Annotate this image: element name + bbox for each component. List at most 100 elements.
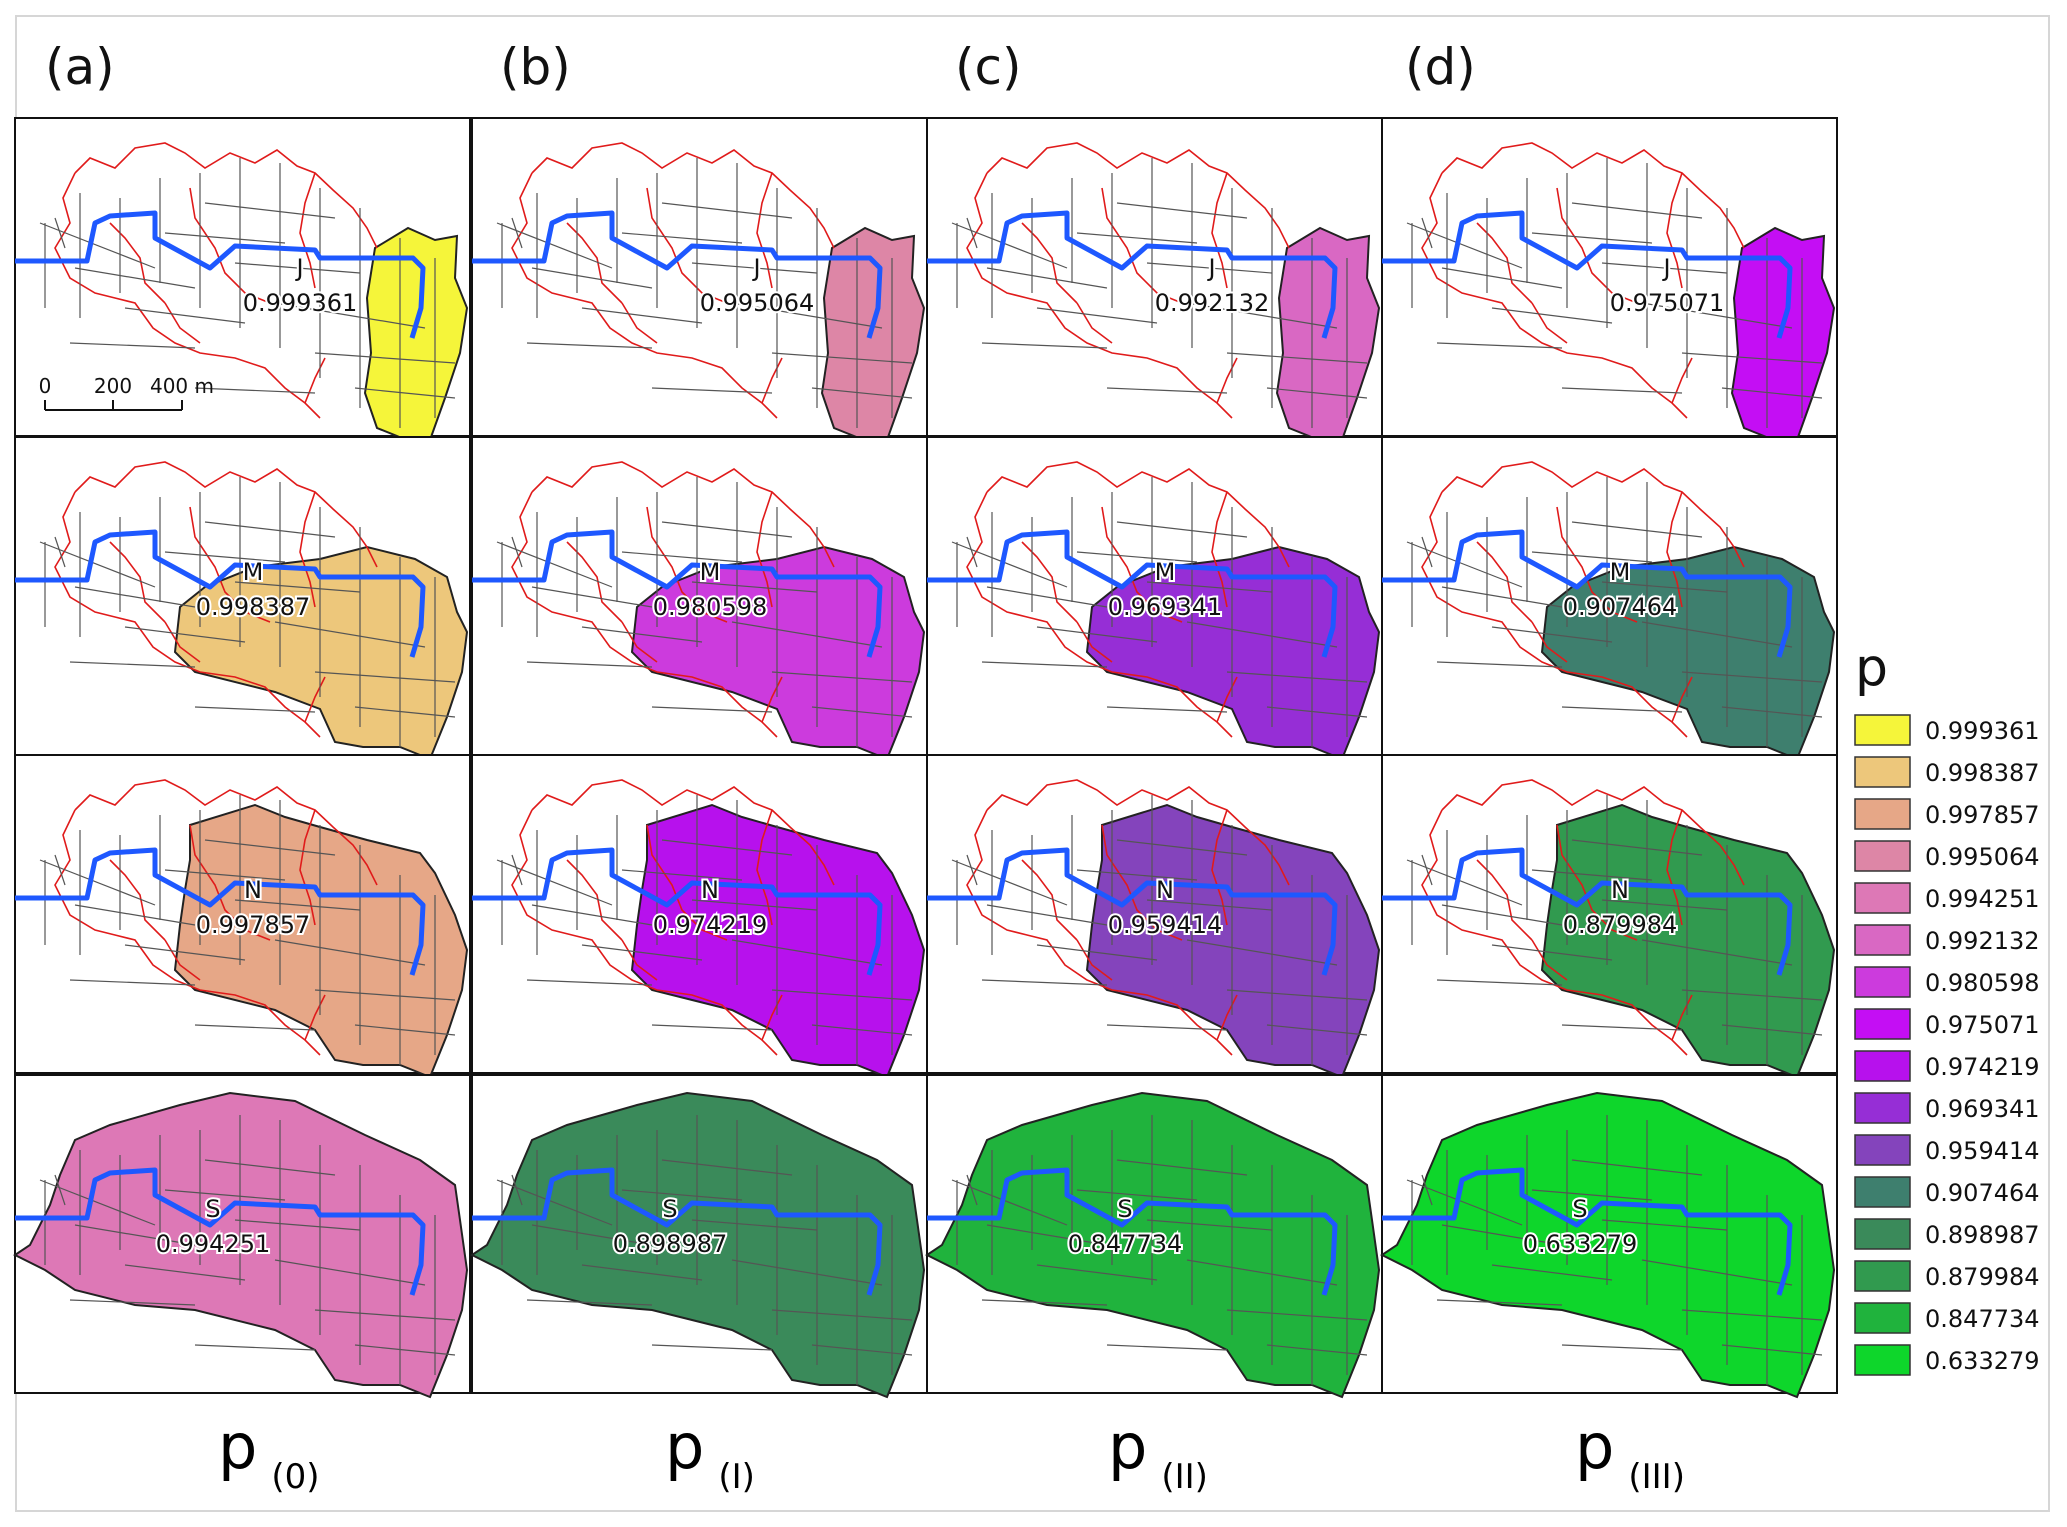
- panel-content: J 0.999361: [15, 142, 469, 441]
- network-pipe: [354, 1344, 456, 1356]
- zone-value-label: 0.974219: [653, 911, 768, 939]
- panel-content: J 0.975071: [1382, 142, 1836, 441]
- network-pipe: [1721, 387, 1823, 399]
- network-pipe: [1266, 1024, 1368, 1036]
- district-boundary: [756, 491, 773, 608]
- panel-content: M 0.980598: [472, 461, 926, 761]
- district-boundary: [1076, 939, 1113, 981]
- network-pipe: [1036, 626, 1158, 643]
- network-pipe: [1491, 307, 1613, 324]
- network-pipe: [581, 626, 703, 643]
- network-pipe: [39, 541, 156, 588]
- panel-letter-a: (a): [45, 38, 115, 96]
- column-title-p1: p (I): [665, 1410, 755, 1497]
- network-pipe: [1641, 621, 1793, 648]
- zone-value-label: 0.898987: [613, 1230, 728, 1258]
- district-boundary: [1671, 357, 1693, 404]
- district-boundary: [1666, 809, 1683, 926]
- legend-label: 0.998387: [1925, 759, 2040, 787]
- zone-value-label: 0.999361: [243, 289, 358, 317]
- district-boundary: [1531, 621, 1568, 663]
- network-pipe: [1406, 1179, 1523, 1226]
- network-pipe: [74, 904, 196, 926]
- district-boundary: [511, 809, 778, 1056]
- panel-content: S 0.994251: [13, 1091, 469, 1399]
- network-pipe: [124, 626, 246, 643]
- network-pipe: [661, 202, 793, 219]
- network-pipe: [621, 1189, 743, 1201]
- network-pipe: [54, 217, 66, 249]
- transmission-main: [472, 210, 883, 339]
- panel-letter-d: (d): [1405, 38, 1476, 96]
- legend-label: 0.975071: [1925, 1011, 2040, 1039]
- network-pipe: [621, 551, 743, 563]
- network-pipe: [1441, 586, 1563, 608]
- network-pipe: [1681, 671, 1823, 683]
- district-boundary: [1441, 779, 1745, 886]
- network-pipe: [354, 1024, 456, 1036]
- zone-value-label: 0.995064: [700, 289, 815, 317]
- column-title-base: p: [665, 1410, 705, 1483]
- zone-j-area: [820, 226, 926, 441]
- legend-label: 0.995064: [1925, 843, 2040, 871]
- legend-label: 0.997857: [1925, 801, 2040, 829]
- network-pipe: [691, 262, 818, 274]
- panel-content: J 0.992132: [927, 142, 1381, 441]
- legend-swatch: [1854, 714, 1911, 746]
- legend-swatch: [1854, 1176, 1911, 1208]
- network-pipe: [651, 1024, 773, 1031]
- network-pipe: [1436, 1299, 1563, 1306]
- zone-j-area: [1275, 226, 1381, 441]
- district-boundary: [1666, 491, 1683, 608]
- network-pipe: [1266, 387, 1368, 399]
- network-pipe: [74, 586, 196, 608]
- district-boundary: [304, 357, 326, 404]
- district-boundary: [966, 491, 1233, 738]
- network-pipe: [496, 541, 613, 588]
- network-pipe: [951, 1179, 1068, 1226]
- network-pipe: [966, 1174, 978, 1206]
- network-pipe: [1421, 536, 1433, 568]
- legend-swatch: [1854, 1344, 1911, 1376]
- zone-m-area: [630, 545, 926, 761]
- network-pipe: [39, 222, 156, 269]
- column-title-base: p: [218, 1410, 258, 1483]
- district-boundary: [531, 461, 835, 568]
- district-boundary: [1531, 939, 1568, 981]
- zone-label: S: [662, 1195, 677, 1223]
- network-pipe: [354, 387, 456, 399]
- legend-label: 0.994251: [1925, 885, 2040, 913]
- network-pipe: [1226, 671, 1368, 683]
- network-pipe: [204, 521, 336, 538]
- panel-content: M 0.907464: [1382, 461, 1836, 761]
- legend-swatch: [1854, 798, 1911, 830]
- network-pipe: [986, 586, 1108, 608]
- transmission-main: [1382, 1167, 1793, 1296]
- transmission-main: [927, 1167, 1338, 1296]
- legend-label: 0.879984: [1925, 1263, 2040, 1291]
- zone-s-area: [13, 1091, 469, 1399]
- network-pipe: [1531, 232, 1653, 244]
- map-panel-j-2: J 0.992132: [926, 117, 1383, 441]
- network-pipe: [1601, 1219, 1728, 1231]
- district-boundary: [164, 939, 201, 981]
- network-pipe: [164, 551, 286, 563]
- map-panel-s-1: S 0.898987: [470, 1074, 928, 1399]
- transmission-main: [1382, 529, 1793, 658]
- zone-label: J: [294, 254, 303, 282]
- network-pipe: [1106, 706, 1228, 713]
- panel-letter-b: (b): [500, 38, 571, 96]
- district-boundary: [756, 809, 773, 926]
- column-title-base: p: [1575, 1410, 1615, 1483]
- network-pipe: [1436, 979, 1563, 986]
- network-pipe: [951, 541, 1068, 588]
- district-boundary: [531, 779, 835, 886]
- zone-label: M: [1155, 558, 1176, 586]
- district-boundary: [761, 994, 783, 1041]
- network-pipe: [234, 899, 361, 911]
- legend-swatch: [1854, 882, 1911, 914]
- network-pipe: [581, 944, 703, 961]
- district-boundary: [511, 172, 778, 419]
- network-pipe: [966, 854, 978, 886]
- district-boundary: [1216, 676, 1238, 723]
